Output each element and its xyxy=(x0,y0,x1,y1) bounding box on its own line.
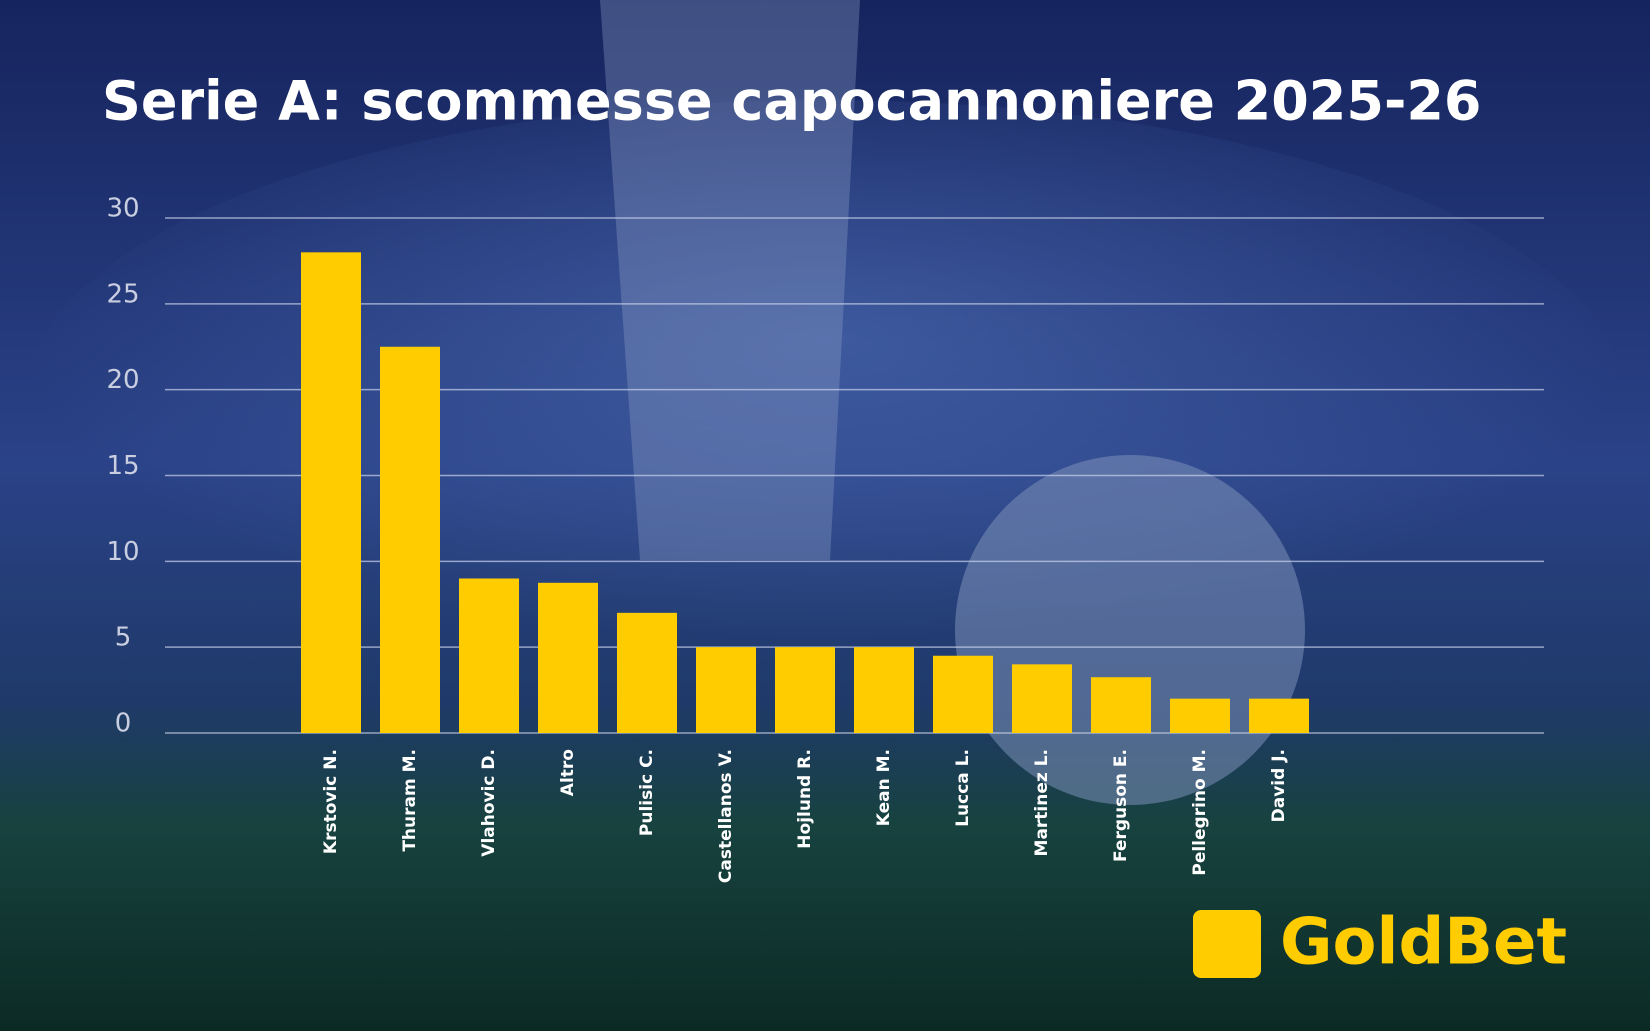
bar xyxy=(380,346,440,733)
x-tick-label: Kean M. xyxy=(874,749,894,826)
x-tick-label: Pulisic C. xyxy=(637,749,657,836)
x-tick-label: Hojlund R. xyxy=(795,749,815,849)
x-tick-label: Ferguson E. xyxy=(1111,749,1131,862)
x-tick-label: Altro xyxy=(558,749,578,796)
logo-text: GoldBet xyxy=(1280,906,1567,980)
x-tick-label: David J. xyxy=(1269,749,1289,822)
x-tick-label: Krstovic N. xyxy=(321,749,341,854)
y-tick-label: 10 xyxy=(106,537,139,567)
bar xyxy=(538,582,598,733)
bar xyxy=(775,647,835,733)
y-tick-label: 0 xyxy=(115,709,132,739)
bar xyxy=(459,578,519,733)
bar xyxy=(854,647,914,733)
y-tick-label: 15 xyxy=(106,451,139,481)
bar xyxy=(1170,698,1230,733)
chart-title: Serie A: scommesse capocannoniere 2025-2… xyxy=(102,70,1482,133)
y-tick-label: 5 xyxy=(115,623,132,653)
y-tick-label: 25 xyxy=(106,279,139,309)
bar xyxy=(617,612,677,733)
bar xyxy=(1249,698,1309,733)
bar xyxy=(696,647,756,733)
y-tick-label: 20 xyxy=(106,365,139,395)
bar xyxy=(1012,664,1072,733)
bar xyxy=(1091,677,1151,733)
x-tick-label: Lucca L. xyxy=(953,749,973,827)
x-tick-label: Pellegrino M. xyxy=(1190,749,1210,876)
bar xyxy=(933,655,993,733)
x-tick-label: Thuram M. xyxy=(400,749,420,852)
x-tick-label: Castellanos V. xyxy=(716,749,736,883)
x-tick-label: Martinez L. xyxy=(1032,749,1052,856)
x-tick-label: Vlahovic D. xyxy=(479,749,499,857)
logo: GoldBet xyxy=(1193,906,1567,980)
logo-icon xyxy=(1193,910,1261,978)
bar xyxy=(301,252,361,734)
y-tick-label: 30 xyxy=(106,194,139,224)
player-leg xyxy=(600,0,860,560)
